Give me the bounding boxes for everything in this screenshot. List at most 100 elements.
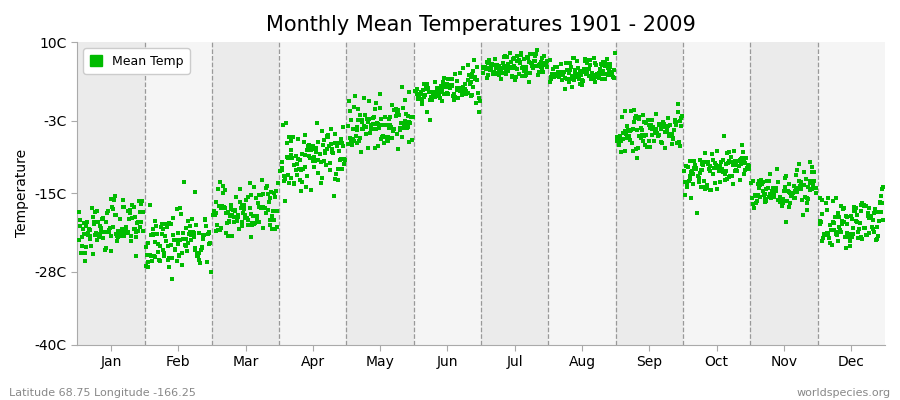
Point	[459, 88, 473, 94]
Point	[405, 136, 419, 143]
Point	[413, 89, 428, 95]
Point	[531, 72, 545, 79]
Point	[136, 208, 150, 215]
Point	[487, 62, 501, 68]
Point	[721, 160, 735, 166]
Point	[532, 68, 546, 75]
Point	[717, 177, 732, 183]
Point	[201, 231, 215, 237]
Point	[844, 215, 859, 222]
Point	[158, 250, 172, 256]
Point	[700, 184, 715, 191]
Point	[216, 183, 230, 190]
Point	[849, 205, 863, 211]
Point	[636, 138, 651, 145]
Point	[141, 259, 156, 265]
Point	[309, 148, 323, 155]
Point	[73, 217, 87, 223]
Point	[789, 172, 804, 178]
Point	[797, 194, 812, 200]
Point	[244, 192, 258, 198]
Point	[713, 164, 727, 171]
Point	[443, 82, 457, 88]
Point	[222, 219, 237, 225]
Point	[695, 160, 709, 167]
Point	[71, 208, 86, 215]
Point	[603, 64, 617, 71]
Point	[126, 204, 140, 210]
Point	[767, 194, 781, 200]
Point	[140, 244, 154, 250]
Point	[111, 228, 125, 234]
Point	[518, 64, 533, 70]
Point	[89, 230, 104, 236]
Point	[661, 123, 675, 129]
Point	[323, 167, 338, 173]
Point	[742, 162, 756, 169]
Point	[622, 128, 636, 134]
Point	[616, 135, 631, 142]
Point	[504, 59, 518, 66]
Bar	[212, 42, 279, 344]
Point	[787, 195, 801, 202]
Point	[779, 197, 794, 204]
Point	[684, 169, 698, 176]
Point	[733, 177, 747, 184]
Point	[500, 54, 514, 60]
Point	[284, 152, 298, 158]
Point	[307, 164, 321, 170]
Point	[525, 50, 539, 57]
Point	[257, 205, 272, 212]
Point	[422, 89, 436, 96]
Point	[754, 176, 769, 183]
Point	[98, 218, 112, 225]
Point	[281, 155, 295, 162]
Point	[466, 68, 481, 74]
Point	[214, 205, 229, 211]
Point	[765, 188, 779, 195]
Point	[616, 113, 630, 120]
Point	[80, 229, 94, 236]
Point	[123, 232, 138, 239]
Point	[706, 165, 721, 171]
Point	[749, 200, 763, 206]
Point	[857, 202, 871, 208]
Point	[110, 233, 124, 240]
Point	[77, 220, 92, 226]
Point	[256, 191, 270, 197]
Point	[601, 65, 616, 71]
Bar	[548, 42, 616, 344]
Point	[702, 166, 716, 172]
Point	[498, 70, 512, 76]
Point	[674, 122, 688, 129]
Point	[664, 131, 679, 137]
Point	[634, 125, 649, 132]
Point	[652, 132, 666, 138]
Point	[740, 166, 754, 172]
Text: Latitude 68.75 Longitude -166.25: Latitude 68.75 Longitude -166.25	[9, 388, 196, 398]
Point	[209, 199, 223, 205]
Point	[794, 179, 808, 186]
Point	[374, 134, 389, 140]
Point	[543, 78, 557, 85]
Point	[464, 93, 478, 99]
Point	[94, 216, 109, 222]
Point	[510, 58, 525, 64]
Point	[859, 202, 873, 209]
Point	[177, 179, 192, 185]
Point	[735, 155, 750, 161]
Point	[568, 67, 582, 73]
Point	[211, 186, 225, 192]
Point	[424, 94, 438, 101]
Point	[715, 166, 729, 172]
Point	[823, 222, 837, 228]
Point	[624, 127, 638, 133]
Point	[212, 178, 227, 185]
Point	[273, 168, 287, 174]
Point	[853, 207, 868, 214]
Point	[711, 167, 725, 174]
Point	[868, 237, 883, 244]
Point	[647, 138, 662, 144]
Point	[492, 67, 507, 73]
Point	[493, 68, 508, 74]
